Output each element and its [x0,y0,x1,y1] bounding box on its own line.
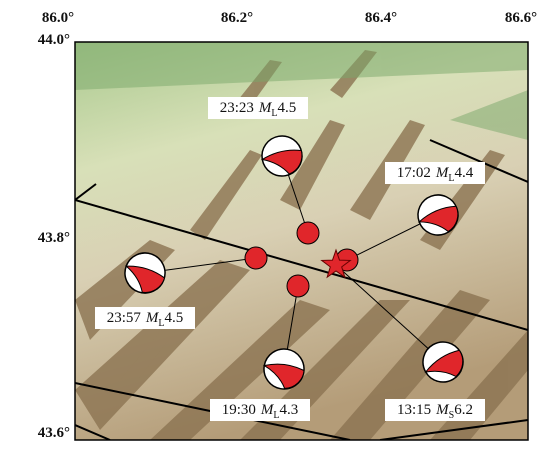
x-axis-label: 86.4° [365,10,397,26]
beachball [260,135,303,177]
axis-labels: 86.0° 86.2° 86.4° 86.6° 44.0° 43.8° 43.6° [38,10,537,441]
label-box [385,162,485,184]
magnitude-symbol: M [435,402,450,418]
magnitude-value: 4.5 [165,310,184,326]
magnitude-type: L [273,410,279,421]
magnitude-value: 6.2 [454,402,473,418]
beachball-compression [262,363,305,389]
beachball [422,341,464,383]
magnitude-value: 4.4 [455,165,474,181]
beachball [124,252,166,294]
y-axis-label: 43.8° [38,230,70,246]
event-time: 23:23 [220,100,254,116]
event-label: 17:02 ML4.4 [397,165,474,184]
magnitude-symbol: M [258,100,273,116]
epicenter [244,246,268,270]
label-box [208,97,308,119]
epicenter [296,221,320,245]
event-time: 19:30 [222,402,256,418]
beachball [262,348,305,390]
magnitude-value: 4.5 [278,100,297,116]
event-time: 17:02 [397,165,431,181]
event-label: 13:15 MS6.2 [397,402,473,421]
x-axis-label: 86.2° [221,10,253,26]
magnitude-type: L [158,318,164,329]
magnitude-type: S [449,410,455,421]
magnitude-type: L [271,108,277,119]
y-axis-label: 44.0° [38,32,70,48]
event-label: 19:30 ML4.3 [222,402,299,421]
beachball-compression [424,349,464,378]
label-box [385,399,485,421]
mainshock-star [320,248,352,279]
beachball-compression [260,149,303,175]
epicenters [244,221,359,298]
event-time: 23:57 [107,310,142,326]
event-time: 13:15 [397,402,431,418]
label-box [95,307,195,329]
magnitude-type: L [448,173,454,184]
magnitude-value: 4.3 [280,402,299,418]
event-label: 23:57 ML4.5 [107,310,184,329]
y-axis-label: 43.6° [38,425,70,441]
x-axis-label: 86.0° [42,10,74,26]
magnitude-symbol: M [435,165,450,181]
connector [335,264,444,363]
magnitude-symbol: M [260,402,275,418]
epicenter [286,274,310,298]
beachball-compression [417,205,459,233]
map-frame [74,41,529,441]
beachball [417,194,459,236]
event-label: 23:23 ML4.5 [220,100,297,119]
event-labels: 23:23 ML4.517:02 ML4.423:57 ML4.519:30 ML4.3… [95,97,485,421]
magnitude-symbol: M [145,310,160,326]
beachball-compression [124,265,166,293]
label-box [210,399,310,421]
focal-mechanisms [124,135,464,390]
x-axis-label: 86.6° [505,10,537,26]
